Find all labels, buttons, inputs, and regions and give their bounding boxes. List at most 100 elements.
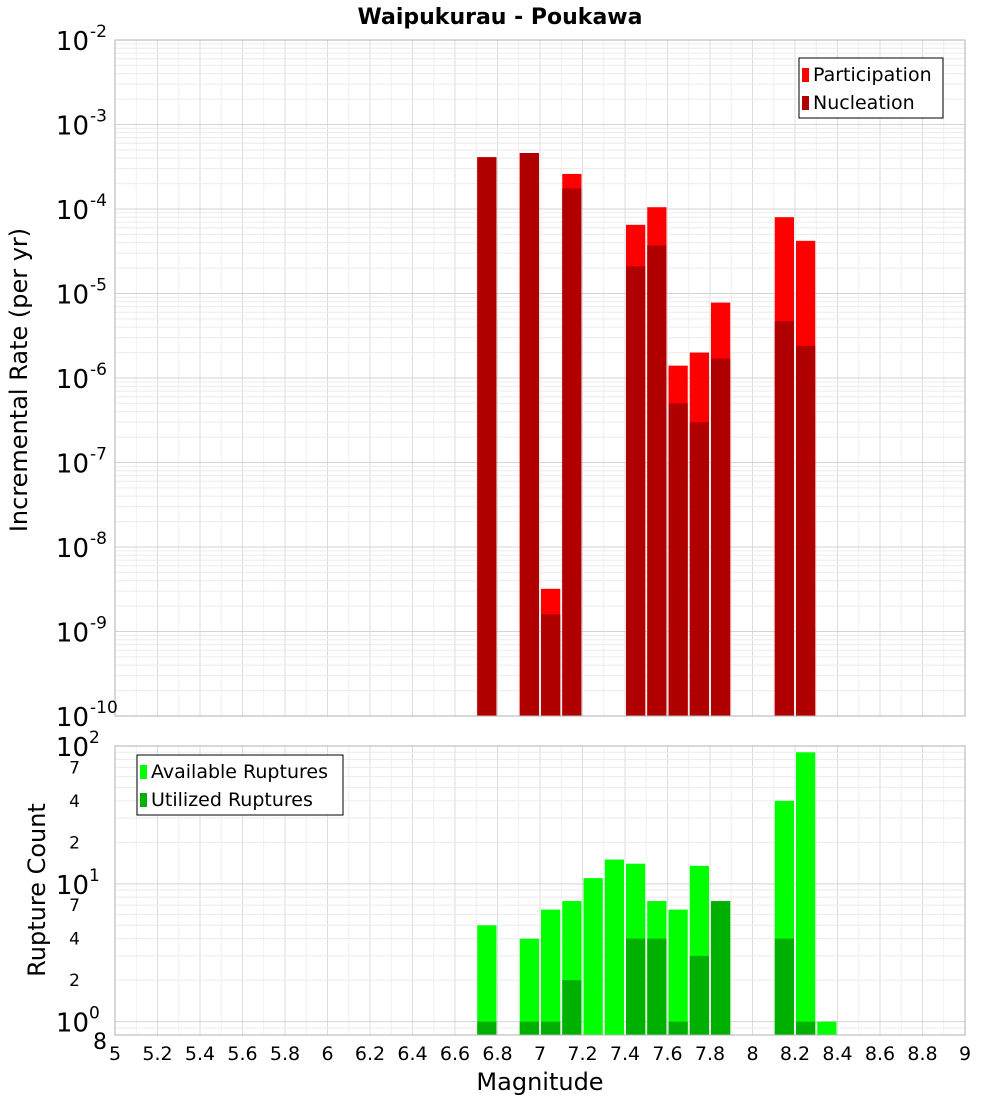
top-bar-nucleation	[711, 358, 731, 716]
x-tick-label: 5.6	[227, 1043, 257, 1065]
bottom-bar-utilized-ruptures	[647, 938, 667, 1035]
bottom-legend: Available Ruptures Utilized Ruptures	[136, 754, 344, 816]
bottom-legend-swatch	[140, 765, 147, 779]
x-tick-label: 8.4	[822, 1043, 852, 1065]
bottom-bar-available-ruptures	[817, 1021, 837, 1035]
top-bar-nucleation	[668, 403, 688, 716]
x-tick-label: 6.6	[440, 1043, 470, 1065]
bottom-bar-utilized-ruptures	[541, 1021, 561, 1035]
top-legend-label: Participation	[813, 64, 932, 86]
top-legend-label: Nucleation	[813, 92, 915, 114]
top-bar-nucleation	[774, 321, 794, 716]
bottom-bar-available-ruptures	[519, 938, 539, 1035]
x-tick-label: 8.6	[865, 1043, 895, 1065]
top-bar-nucleation	[477, 157, 497, 717]
bottom-y-tick-label: 8	[93, 1030, 107, 1055]
bottom-bar-available-ruptures	[541, 909, 561, 1035]
top-y-tick-label: 10	[56, 281, 89, 311]
bottom-y-tick-exponent: 2	[89, 728, 100, 748]
bottom-y-tick-exponent: 0	[89, 1004, 100, 1024]
x-tick-label: 7.4	[610, 1043, 640, 1065]
bottom-bar-available-ruptures	[583, 878, 603, 1035]
bottom-y-tick-label: 7	[69, 896, 80, 916]
bottom-bar-utilized-ruptures	[477, 1021, 497, 1035]
bottom-bar-available-ruptures	[668, 909, 688, 1035]
bottom-legend-swatch	[140, 793, 147, 807]
top-bar-nucleation	[689, 422, 709, 716]
top-legend-swatch	[802, 96, 809, 110]
bottom-legend-box	[136, 754, 344, 816]
bottom-y-tick-exponent: 1	[89, 866, 100, 886]
top-y-tick-exponent: -5	[90, 276, 107, 296]
bottom-bar-utilized-ruptures	[626, 938, 646, 1035]
bottom-legend-label: Available Ruptures	[151, 761, 328, 783]
bottom-y-tick-label: 10	[56, 733, 89, 763]
x-tick-label: 6.2	[355, 1043, 385, 1065]
top-legend-swatch	[802, 68, 809, 82]
x-tick-label: 8	[746, 1043, 758, 1065]
bottom-y-axis-label: Rupture Count	[23, 803, 51, 977]
bottom-y-tick-label: 4	[69, 930, 80, 950]
top-y-tick-label: 10	[56, 450, 89, 480]
bottom-y-tick-label: 2	[69, 971, 80, 991]
bottom-bar-available-ruptures	[477, 925, 497, 1035]
bottom-bar-utilized-ruptures	[689, 955, 709, 1035]
top-y-tick-exponent: -10	[90, 698, 118, 718]
top-y-axis-label: Incremental Rate (per yr)	[5, 228, 33, 532]
top-bar-nucleation	[647, 245, 667, 717]
bottom-bar-available-ruptures	[796, 752, 816, 1035]
top-y-tick-exponent: -7	[90, 445, 107, 465]
top-y-tick-exponent: -3	[90, 107, 107, 127]
x-tick-label: 8.2	[780, 1043, 810, 1065]
top-y-tick-exponent: -2	[90, 22, 107, 42]
x-tick-label: 5.8	[270, 1043, 300, 1065]
x-tick-label: 7	[534, 1043, 546, 1065]
top-y-tick-label: 10	[56, 703, 89, 733]
x-tick-label: 6.8	[482, 1043, 512, 1065]
top-grid	[114, 39, 966, 717]
top-y-tick-label: 10	[56, 112, 89, 142]
chart-title: Waipukurau - Poukawa	[358, 5, 643, 30]
x-tick-label: 5.2	[142, 1043, 172, 1065]
top-bar-nucleation	[796, 345, 816, 716]
x-tick-label: 6.4	[397, 1043, 427, 1065]
top-y-tick-exponent: -9	[90, 614, 107, 634]
bottom-bar-utilized-ruptures	[711, 901, 731, 1035]
bottom-bar-utilized-ruptures	[519, 1021, 539, 1035]
x-ticks: 5 5.2 5.4 5.6 5.8 6 6.2 6.4 6.6 6.8 7 7.2 7.4 7.6 7.8 8…	[109, 1043, 971, 1065]
top-y-tick-exponent: -8	[90, 529, 107, 549]
bottom-legend-label: Utilized Ruptures	[151, 789, 313, 811]
top-legend: Participation Nucleation	[798, 57, 944, 119]
x-tick-label: 7.6	[652, 1043, 682, 1065]
top-y-tick-label: 10	[56, 27, 89, 57]
x-tick-label: 5	[109, 1043, 121, 1065]
bottom-bar-available-ruptures	[604, 859, 624, 1035]
top-y-tick-exponent: -6	[90, 360, 107, 380]
bottom-bar-utilized-ruptures	[774, 938, 794, 1035]
x-tick-label: 9	[959, 1043, 971, 1065]
top-y-tick-label: 10	[56, 619, 89, 649]
bottom-y-tick-label: 7	[69, 758, 80, 778]
bottom-bar-utilized-ruptures	[668, 1021, 688, 1035]
top-y-tick-label: 10	[56, 534, 89, 564]
bottom-y-tick-label: 4	[69, 792, 80, 812]
top-y-tick-exponent: -4	[90, 191, 107, 211]
bottom-bar-utilized-ruptures	[796, 1021, 816, 1035]
bottom-y-tick-label: 10	[56, 1009, 89, 1039]
bottom-frame	[114, 745, 966, 1036]
bottom-bar-utilized-ruptures	[562, 980, 582, 1035]
top-bar-nucleation	[626, 266, 646, 716]
x-axis-label: Magnitude	[476, 1068, 603, 1096]
x-tick-label: 7.2	[567, 1043, 597, 1065]
bottom-series-1	[477, 901, 816, 1035]
x-tick-label: 5.4	[185, 1043, 215, 1065]
bottom-y-tick-label: 10	[56, 871, 89, 901]
top-y-tick-label: 10	[56, 365, 89, 395]
top-y-tick-label: 10	[56, 196, 89, 226]
bottom-y-tick-label: 2	[69, 833, 80, 853]
